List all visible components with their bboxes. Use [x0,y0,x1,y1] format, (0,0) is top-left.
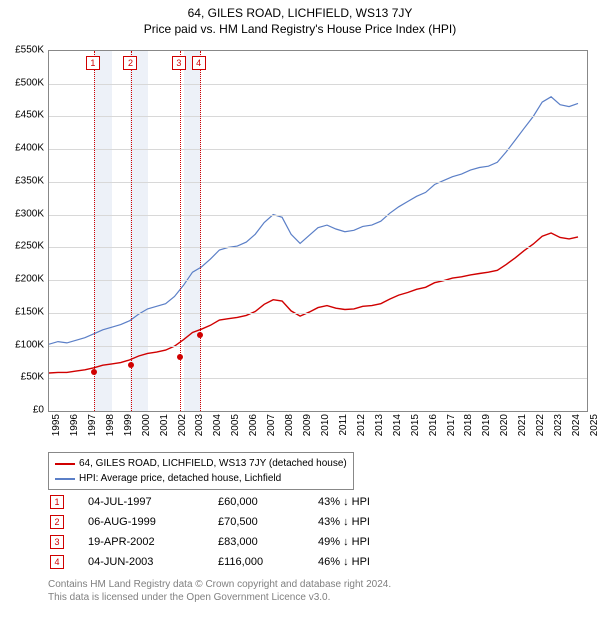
y-axis-label: £250K [6,241,44,252]
gridline [49,116,587,117]
y-axis-label: £300K [6,208,44,219]
x-axis-label: 1998 [105,414,116,436]
y-axis-label: £500K [6,77,44,88]
event-price: £70,500 [218,512,318,532]
x-axis-label: 2018 [463,414,474,436]
event-date: 04-JUN-2003 [88,552,218,572]
event-row: 2 06-AUG-1999£70,50043% ↓ HPI [48,512,468,532]
footer-line-2: This data is licensed under the Open Gov… [48,591,568,604]
sale-marker-dot [177,354,183,360]
y-axis-label: £550K [6,45,44,56]
event-pct: 43% ↓ HPI [318,492,428,512]
events-table: 1 04-JUL-1997£60,00043% ↓ HPI 2 06-AUG-1999… [48,492,468,572]
y-axis-label: £100K [6,339,44,350]
chart-container: 64, GILES ROAD, LICHFIELD, WS13 7JY Pric… [0,6,600,626]
legend-swatch [55,463,75,465]
event-number-box: 2 [50,515,64,529]
x-axis-label: 2014 [392,414,403,436]
y-axis-label: £0 [6,405,44,416]
x-axis-label: 2005 [230,414,241,436]
x-axis-label: 2023 [553,414,564,436]
gridline [49,313,587,314]
event-number-box: 3 [50,535,64,549]
gridline [49,346,587,347]
x-axis-label: 2021 [517,414,528,436]
x-axis-label: 2006 [248,414,259,436]
y-axis-label: £50K [6,372,44,383]
event-row: 3 19-APR-2002£83,00049% ↓ HPI [48,532,468,552]
x-axis-label: 1999 [123,414,134,436]
event-price: £116,000 [218,552,318,572]
x-axis-label: 1995 [51,414,62,436]
gridline [49,84,587,85]
event-price: £83,000 [218,532,318,552]
series-line [49,233,578,373]
gridline [49,149,587,150]
event-number-box: 1 [50,495,64,509]
x-axis-label: 2025 [589,414,600,436]
x-axis-label: 2003 [194,414,205,436]
series-line [49,97,578,344]
event-date: 06-AUG-1999 [88,512,218,532]
sale-marker-dot [91,369,97,375]
sale-marker-dot [197,332,203,338]
gridline [49,378,587,379]
x-axis-label: 2024 [571,414,582,436]
x-axis-label: 2000 [141,414,152,436]
x-axis-label: 2012 [356,414,367,436]
x-axis-label: 2009 [302,414,313,436]
chart-subtitle: Price paid vs. HM Land Registry's House … [0,22,600,36]
event-row: 1 04-JUL-1997£60,00043% ↓ HPI [48,492,468,512]
legend-item: HPI: Average price, detached house, Lich… [55,471,347,486]
legend-item: 64, GILES ROAD, LICHFIELD, WS13 7JY (det… [55,456,347,471]
legend-label: 64, GILES ROAD, LICHFIELD, WS13 7JY (det… [79,456,347,471]
y-axis-label: £200K [6,274,44,285]
event-pct: 46% ↓ HPI [318,552,428,572]
x-axis-label: 2022 [535,414,546,436]
y-axis-label: £450K [6,110,44,121]
x-axis-label: 1997 [87,414,98,436]
event-pct: 49% ↓ HPI [318,532,428,552]
y-axis-label: £350K [6,175,44,186]
x-axis-label: 2017 [446,414,457,436]
event-row: 4 04-JUN-2003£116,00046% ↓ HPI [48,552,468,572]
legend-swatch [55,478,75,480]
gridline [49,247,587,248]
gridline [49,215,587,216]
footer-line-1: Contains HM Land Registry data © Crown c… [48,578,568,591]
y-axis-label: £150K [6,306,44,317]
legend-label: HPI: Average price, detached house, Lich… [79,471,281,486]
x-axis-label: 2001 [159,414,170,436]
x-axis-label: 2015 [410,414,421,436]
shaded-band [94,51,112,411]
y-axis-label: £400K [6,143,44,154]
event-price: £60,000 [218,492,318,512]
event-line [200,51,201,411]
x-axis-label: 2007 [266,414,277,436]
x-axis-label: 1996 [69,414,80,436]
x-axis-label: 2002 [177,414,188,436]
x-axis-label: 2004 [212,414,223,436]
event-line [94,51,95,411]
x-axis-label: 2013 [374,414,385,436]
event-date: 04-JUL-1997 [88,492,218,512]
legend: 64, GILES ROAD, LICHFIELD, WS13 7JY (det… [48,452,354,490]
event-date: 19-APR-2002 [88,532,218,552]
x-axis-label: 2008 [284,414,295,436]
event-number-box: 4 [50,555,64,569]
plot-area [48,50,588,412]
x-axis-label: 2019 [481,414,492,436]
sale-marker-dot [128,362,134,368]
x-axis-label: 2010 [320,414,331,436]
gridline [49,182,587,183]
gridline [49,280,587,281]
event-line [131,51,132,411]
chart-title: 64, GILES ROAD, LICHFIELD, WS13 7JY [0,6,600,20]
event-pct: 43% ↓ HPI [318,512,428,532]
footer: Contains HM Land Registry data © Crown c… [48,578,568,604]
x-axis-label: 2011 [338,414,349,436]
x-axis-label: 2016 [428,414,439,436]
x-axis-label: 2020 [499,414,510,436]
